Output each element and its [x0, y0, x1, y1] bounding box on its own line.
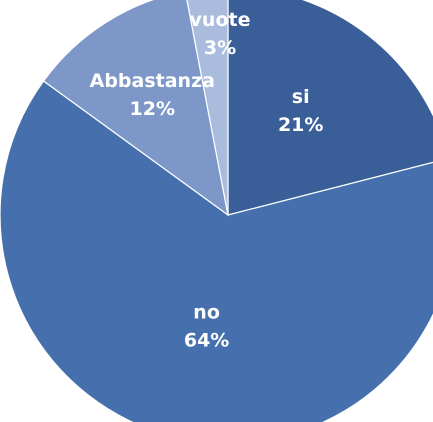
pie-slice-vuote [186, 0, 229, 216]
pie-slice-no [0, 80, 433, 422]
slice-percent-vuote: 3% [204, 37, 236, 59]
slice-label-vuote: vuote [190, 9, 251, 31]
pie-slice-si [227, 0, 433, 216]
slice-label-si: si [292, 86, 310, 108]
slice-label-abbastanza: Abbastanza [90, 70, 215, 92]
slice-percent-abbastanza: 12% [130, 98, 175, 120]
slice-percent-no: 64% [184, 330, 229, 352]
slice-label-no: no [193, 302, 220, 324]
pie-slice-abbastanza [42, 0, 229, 217]
slice-percent-si: 21% [278, 114, 323, 136]
labels-group: si 21% no 64% Abbastanza 12% vuote 3% [90, 9, 324, 352]
